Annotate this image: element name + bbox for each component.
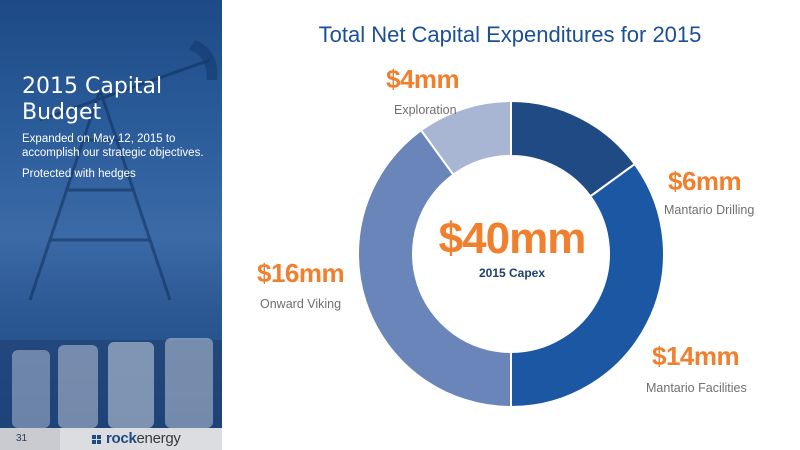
slice-category-label: Mantario Facilities bbox=[646, 381, 747, 395]
donut-slice bbox=[419, 99, 512, 177]
donut-center-label: 2015 Capex bbox=[478, 266, 546, 280]
donut-center-value: $40mm bbox=[438, 214, 587, 263]
section-title: 2015 Capital Budget bbox=[22, 74, 163, 125]
slice-value-label: $6mm bbox=[668, 166, 742, 196]
donut-slice bbox=[357, 128, 512, 409]
sidebar-panel: 2015 Capital Budget Expanded on May 12, … bbox=[0, 0, 222, 428]
slice-category-label: Mantario Drilling bbox=[664, 203, 755, 217]
slice-value-label: $14mm bbox=[652, 341, 740, 371]
sidebar-notes: Expanded on May 12, 2015 to accomplish o… bbox=[22, 132, 207, 188]
sidebar-note: Expanded on May 12, 2015 to accomplish o… bbox=[22, 133, 204, 159]
sidebar-note: Protected with hedges bbox=[22, 168, 136, 180]
logo-mark-icon bbox=[92, 435, 102, 444]
chart-title: Total Net Capital Expenditures for 2015 bbox=[318, 22, 702, 47]
donut-slice bbox=[510, 162, 665, 409]
slice-value-label: $16mm bbox=[257, 258, 345, 288]
page-number: 31 bbox=[0, 428, 60, 450]
slice-value-label: $4mm bbox=[386, 64, 460, 94]
logo-text-energy: energy bbox=[136, 430, 181, 447]
company-logo: rockenergy bbox=[60, 428, 222, 450]
logo-wordmark: rockenergy bbox=[106, 430, 181, 448]
slice-category-label: Onward Viking bbox=[260, 297, 342, 311]
oil-field-background-image bbox=[0, 40, 222, 428]
footer: 31 rockenergy bbox=[0, 428, 800, 450]
slice-category-label: Exploration bbox=[394, 103, 457, 117]
logo-text-rock: rock bbox=[106, 430, 137, 447]
